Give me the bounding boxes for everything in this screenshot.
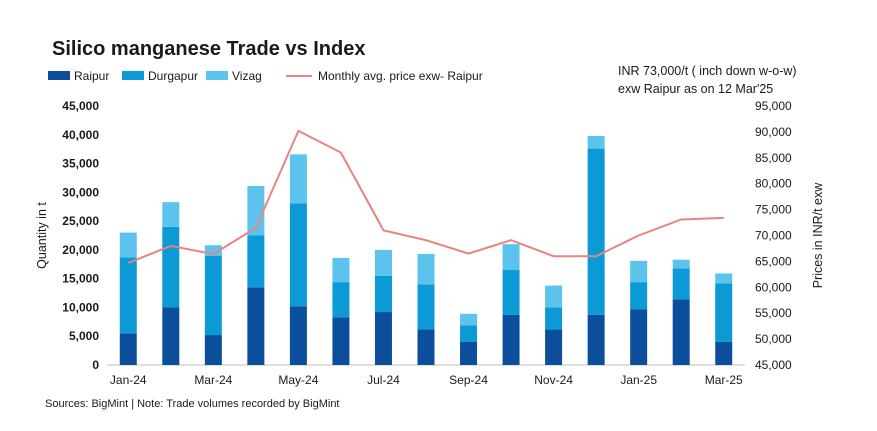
bar-vizag [119, 232, 137, 258]
x-tick-label: Nov-24 [534, 373, 573, 387]
bar-raipur [247, 287, 265, 365]
bar-durgapur [332, 282, 350, 318]
bar-vizag [289, 154, 307, 204]
legend-label-vizag: Vizag [232, 69, 262, 83]
y2-axis-title: Prices in INR/t exw [811, 182, 825, 289]
bar-durgapur [247, 235, 265, 288]
bar-durgapur [417, 284, 435, 330]
y2-tick-label: 60,000 [755, 280, 792, 294]
bar-raipur [374, 312, 392, 365]
bar-raipur [545, 329, 563, 365]
y2-tick-label: 90,000 [755, 125, 792, 139]
x-tick-label: Jul-24 [367, 373, 400, 387]
y2-tick-label: 80,000 [755, 177, 792, 191]
source-note: Sources: BigMint | Note: Trade volumes r… [45, 398, 340, 410]
bar-durgapur [672, 268, 690, 300]
bar-durgapur [162, 226, 180, 308]
bar-durgapur [460, 325, 478, 342]
legend-swatch-vizag [206, 71, 228, 80]
y2-tick-label: 95,000 [755, 99, 792, 113]
bar-durgapur [545, 307, 563, 330]
bar-raipur [630, 309, 648, 365]
x-tick-label: Sep-24 [449, 373, 488, 387]
y2-tick-label: 70,000 [755, 229, 792, 243]
y-tick-label: 45,000 [62, 99, 99, 113]
bar-raipur [162, 307, 180, 365]
y-tick-label: 0 [92, 358, 99, 372]
bar-raipur [332, 317, 350, 365]
legend-swatch-durgapur [122, 71, 144, 80]
bar-vizag [374, 249, 392, 276]
x-tick-label: Mar-25 [705, 373, 743, 387]
y2-tick-label: 50,000 [755, 332, 792, 346]
legend-label-durgapur: Durgapur [148, 69, 198, 83]
bar-vizag [672, 259, 690, 269]
chart-title: Silico manganese Trade vs Index [52, 38, 366, 60]
bar-vizag [630, 260, 648, 283]
legend-label-price: Monthly avg. price exw- Raipur [318, 69, 483, 83]
bar-vizag [460, 313, 478, 326]
bar-vizag [162, 202, 180, 227]
y2-tick-label: 45,000 [755, 358, 792, 372]
y-tick-label: 15,000 [62, 272, 99, 286]
bar-raipur [715, 341, 733, 365]
bar-raipur [672, 299, 690, 365]
bar-durgapur [204, 255, 222, 336]
legend-label-raipur: Raipur [74, 69, 109, 83]
y-tick-label: 35,000 [62, 157, 99, 171]
bar-durgapur [630, 282, 648, 310]
price-annotation: INR 73,000/t ( inch down w-o-w) exw Raip… [618, 64, 797, 96]
y2-tick-label: 65,000 [755, 254, 792, 268]
x-tick-label: Mar-24 [194, 373, 232, 387]
bar-vizag [417, 253, 435, 285]
y-tick-label: 20,000 [62, 243, 99, 257]
y-axis-title: Quantity in t [35, 202, 49, 269]
y-tick-label: 25,000 [62, 214, 99, 228]
bar-vizag [715, 273, 733, 284]
bar-raipur [417, 329, 435, 365]
bar-durgapur [374, 275, 392, 313]
bar-vizag [587, 135, 605, 149]
price-line [127, 129, 724, 264]
bar-raipur [119, 333, 137, 365]
bar-raipur [460, 341, 478, 365]
bar-vizag [247, 186, 265, 236]
x-tick-label: May-24 [278, 373, 318, 387]
y-tick-label: 5,000 [69, 329, 99, 343]
bar-durgapur [119, 257, 137, 334]
bar-durgapur [502, 270, 520, 315]
bar-raipur [502, 314, 520, 365]
x-tick-label: Jan-25 [620, 373, 657, 387]
bar-vizag [204, 245, 222, 256]
y-tick-label: 10,000 [62, 300, 99, 314]
y2-tick-label: 85,000 [755, 151, 792, 165]
bar-vizag [545, 285, 563, 308]
y-tick-label: 40,000 [62, 128, 99, 142]
x-tick-label: Jan-24 [110, 373, 147, 387]
y2-tick-label: 55,000 [755, 306, 792, 320]
y2-tick-label: 75,000 [755, 203, 792, 217]
bar-raipur [587, 314, 605, 365]
bar-raipur [289, 306, 307, 365]
bar-durgapur [289, 203, 307, 307]
bar-vizag [502, 244, 520, 271]
bar-vizag [332, 257, 350, 283]
y-tick-label: 30,000 [62, 185, 99, 199]
bar-durgapur [587, 148, 605, 315]
bar-raipur [204, 335, 222, 365]
bar-durgapur [715, 283, 733, 342]
legend-swatch-raipur [48, 71, 70, 80]
